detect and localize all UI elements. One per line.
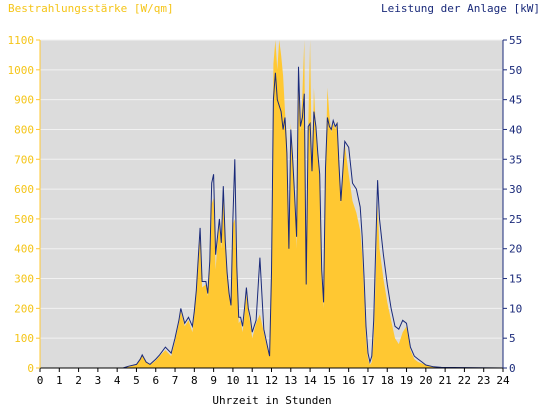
x-tick-label: 6 <box>152 374 159 387</box>
x-axis-title: Uhrzeit in Stunden <box>212 394 332 407</box>
left-tick-label: 200 <box>14 302 34 315</box>
irradiance-area <box>40 40 503 368</box>
grid-lines <box>40 39 503 369</box>
right-tick-label: 5 <box>509 332 516 345</box>
x-tick-label: 19 <box>400 374 413 387</box>
power-line <box>40 66 504 369</box>
right-tick-label: 25 <box>509 213 522 226</box>
left-tick-label: 300 <box>14 273 34 286</box>
x-tick-label: 2 <box>75 374 82 387</box>
right-tick-label: 20 <box>509 243 522 256</box>
left-tick-label: 900 <box>14 94 34 107</box>
x-tick-label: 3 <box>95 374 102 387</box>
x-tick-label: 4 <box>114 374 121 387</box>
tick-labels: 0 1 2 3 4 5 6 7 8 9 10 11 12 13 14 15 16 17 18 19 20 21 22 23 24… <box>8 34 523 387</box>
x-tick-label: 11 <box>246 374 259 387</box>
right-tick-label: 30 <box>509 183 522 196</box>
x-tick-label: 8 <box>191 374 198 387</box>
left-tick-label: 1000 <box>8 64 35 77</box>
x-tick-label: 0 <box>37 374 44 387</box>
right-tick-label: 0 <box>509 362 516 375</box>
x-tick-label: 24 <box>496 374 510 387</box>
x-tick-label: 13 <box>284 374 297 387</box>
left-tick-label: 800 <box>14 123 34 136</box>
right-tick-label: 50 <box>509 64 522 77</box>
right-tick-label: 10 <box>509 302 522 315</box>
axes <box>36 39 507 372</box>
left-tick-label: 600 <box>14 183 34 196</box>
right-tick-label: 15 <box>509 273 522 286</box>
left-tick-label: 1100 <box>8 34 35 47</box>
right-tick-label: 40 <box>509 123 522 136</box>
left-tick-label: 0 <box>27 362 34 375</box>
right-tick-label: 45 <box>509 94 522 107</box>
x-tick-label: 21 <box>439 374 452 387</box>
x-tick-label: 22 <box>458 374 471 387</box>
right-tick-label: 35 <box>509 153 522 166</box>
x-tick-label: 18 <box>381 374 394 387</box>
left-axis-title: Bestrahlungsstärke [W/qm] <box>8 2 174 15</box>
x-tick-label: 23 <box>477 374 490 387</box>
x-tick-label: 14 <box>303 374 317 387</box>
x-tick-label: 17 <box>361 374 374 387</box>
right-tick-label: 55 <box>509 34 522 47</box>
x-tick-label: 9 <box>210 374 217 387</box>
x-tick-label: 10 <box>226 374 239 387</box>
x-tick-label: 16 <box>342 374 355 387</box>
x-tick-label: 1 <box>56 374 63 387</box>
x-tick-label: 20 <box>419 374 432 387</box>
x-tick-label: 15 <box>323 374 336 387</box>
x-tick-label: 7 <box>172 374 179 387</box>
x-tick-label: 12 <box>265 374 278 387</box>
left-tick-label: 700 <box>14 153 34 166</box>
left-tick-label: 400 <box>14 243 34 256</box>
x-tick-label: 5 <box>133 374 140 387</box>
left-tick-label: 500 <box>14 213 34 226</box>
left-tick-label: 100 <box>14 332 34 345</box>
right-axis-title: Leistung der Anlage [kW] <box>381 2 540 15</box>
